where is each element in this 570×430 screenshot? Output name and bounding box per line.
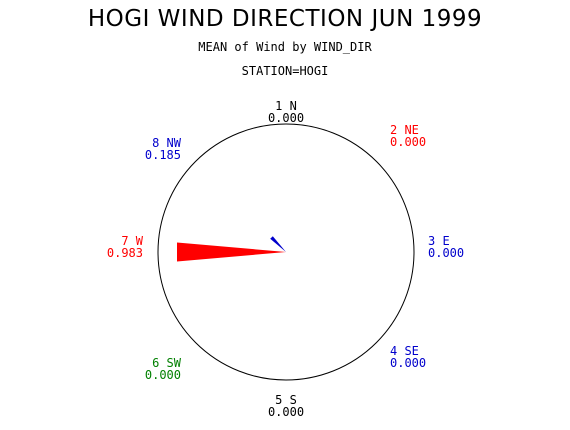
direction-label-ne: 2 NE: [390, 123, 419, 137]
direction-value-n: 0.000: [268, 111, 304, 125]
chart-title: HOGI WIND DIRECTION JUN 1999: [87, 6, 483, 32]
direction-value-sw: 0.000: [145, 368, 181, 382]
direction-value-se: 0.000: [390, 356, 426, 370]
wedge-nw: [270, 236, 286, 252]
direction-value-s: 0.000: [268, 405, 304, 419]
station-label: STATION=HOGI: [241, 64, 329, 78]
chart-subtitle: MEAN of Wind by WIND_DIR: [198, 40, 372, 54]
wind-rose-circle: [157, 123, 415, 381]
direction-label-n: 1 N: [275, 99, 297, 113]
direction-label-nw: 8 NW: [152, 136, 182, 150]
direction-value-nw: 0.185: [145, 148, 181, 162]
direction-value-w: 0.983: [107, 246, 143, 260]
direction-label-s: 5 S: [275, 393, 297, 407]
direction-value-ne: 0.000: [390, 135, 426, 149]
direction-value-e: 0.000: [428, 246, 464, 260]
direction-label-w: 7 W: [121, 234, 143, 248]
direction-label-sw: 6 SW: [152, 356, 182, 370]
direction-label-se: 4 SE: [390, 344, 419, 358]
wedge-w: [177, 242, 286, 262]
direction-label-e: 3 E: [428, 234, 450, 248]
wind-wedges: [177, 236, 286, 262]
